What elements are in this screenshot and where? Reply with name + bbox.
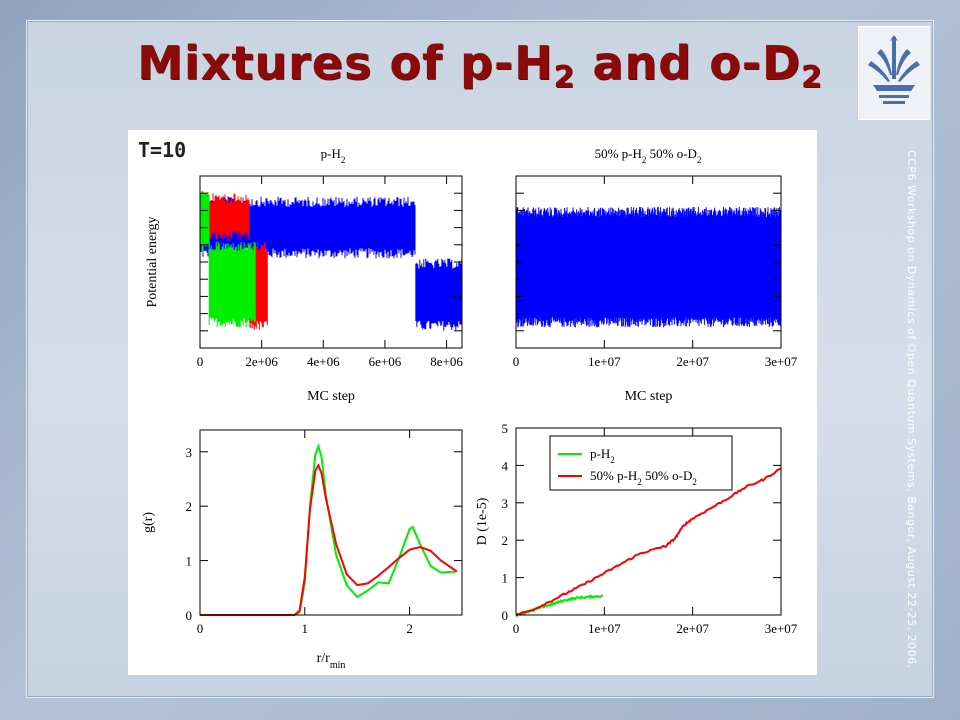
x-tick-label-diffusion: 3e+07 bbox=[765, 621, 798, 636]
x-tick-label-energy-ph2: 2e+06 bbox=[245, 354, 278, 369]
energy-trace-blue bbox=[415, 258, 463, 331]
x-tick-label-diffusion: 1e+07 bbox=[588, 621, 621, 636]
figure-charts: 0 2e+06 4e+06 6e+06 8e+06 MC step Potential en… bbox=[141, 146, 798, 671]
energy-trace-green bbox=[208, 241, 256, 328]
title-subscript-2: 2 bbox=[801, 60, 823, 95]
plot-frame-diffusion bbox=[515, 427, 782, 616]
x-tick-label-energy-ph2: 4e+06 bbox=[307, 354, 340, 369]
x-tick-label-diffusion: 0 bbox=[513, 621, 520, 636]
x-tick-label-gr: 1 bbox=[302, 621, 309, 636]
x-tick-label-energy-ph2: 6e+06 bbox=[369, 354, 402, 369]
y-axis-label-diffusion: D (1e-5) bbox=[475, 497, 490, 545]
legend-label-red-part: 50% p-H bbox=[590, 468, 637, 483]
chart-title-mixture-part: 2 bbox=[697, 155, 702, 165]
x-tick-label-diffusion: 2e+07 bbox=[676, 621, 709, 636]
y-tick-label-diffusion: 1 bbox=[502, 571, 509, 586]
legend-label-green-part: p-H bbox=[590, 446, 610, 461]
diffusion-legend bbox=[549, 435, 733, 491]
y-tick-label-gr: 0 bbox=[186, 608, 193, 623]
figure-panel: 0 2e+06 4e+06 6e+06 8e+06 MC step Potential en… bbox=[128, 130, 817, 675]
legend-label-red-part: 2 bbox=[692, 477, 697, 487]
gr-line-red bbox=[200, 463, 458, 616]
gr-line-green bbox=[200, 443, 457, 616]
x-tick-label-energy-ph2: 0 bbox=[197, 354, 204, 369]
x-tick-label-energy-mixture: 3e+07 bbox=[765, 354, 798, 369]
chart-title-mixture-part: 2 bbox=[642, 155, 647, 165]
plot-frame-gr bbox=[199, 429, 463, 616]
x-tick-label-gr: 2 bbox=[406, 621, 413, 636]
chart-title-mixture-part: 50% o-D bbox=[646, 146, 697, 161]
university-logo-mark bbox=[868, 35, 920, 104]
x-axis-label-gr-part: r/r bbox=[317, 651, 331, 666]
x-tick-label-energy-ph2: 8e+06 bbox=[430, 354, 463, 369]
y-tick-label-gr: 1 bbox=[186, 554, 193, 569]
x-axis-label-energy-mixture: MC step bbox=[625, 389, 673, 404]
legend-label-red: 50% p-H2 50% o-D2 bbox=[590, 468, 697, 487]
x-tick-label-energy-mixture: 2e+07 bbox=[676, 354, 709, 369]
university-logo bbox=[858, 26, 930, 120]
x-axis-label-energy-ph2: MC step bbox=[307, 389, 355, 404]
title-subscript-1: 2 bbox=[553, 60, 576, 95]
y-axis-label-energy: Potential energy bbox=[145, 216, 160, 307]
chart-title-ph2: p-H2 bbox=[321, 146, 346, 165]
x-axis-label-gr-part: min bbox=[330, 660, 346, 671]
x-axis-label-gr: r/rmin bbox=[317, 651, 346, 671]
legend-label-green: p-H2 bbox=[590, 446, 615, 465]
x-tick-label-energy-mixture: 0 bbox=[513, 354, 520, 369]
energy-trace-green bbox=[199, 190, 210, 253]
legend-label-red-part: 2 bbox=[637, 477, 642, 487]
workshop-caption: CCP6 Workshop on Dynamics of Open Quantu… bbox=[905, 150, 918, 669]
energy-trace-blue-mixture bbox=[515, 207, 782, 328]
chart-title-ph2-part: p-H bbox=[321, 146, 341, 161]
y-tick-label-gr: 3 bbox=[186, 445, 193, 460]
slide-title: Mixtures of p-H2 and o-D2 bbox=[60, 36, 900, 95]
temperature-label: T=10 bbox=[138, 138, 187, 162]
title-text-1: Mixtures of p-H bbox=[137, 36, 554, 90]
x-tick-label-gr: 0 bbox=[197, 621, 204, 636]
y-axis-label-gr: g(r) bbox=[141, 512, 156, 533]
y-tick-label-diffusion: 4 bbox=[502, 458, 509, 473]
diffusion-line-red bbox=[515, 467, 782, 617]
chart-title-ph2-part: 2 bbox=[341, 155, 346, 165]
y-tick-label-diffusion: 2 bbox=[502, 533, 509, 548]
y-tick-label-gr: 2 bbox=[186, 499, 193, 514]
legend-label-green-part: 2 bbox=[610, 455, 615, 465]
chart-title-mixture-part: 50% p-H bbox=[595, 146, 642, 161]
y-tick-label-diffusion: 3 bbox=[502, 496, 509, 511]
x-tick-label-energy-mixture: 1e+07 bbox=[588, 354, 621, 369]
title-text-2: and o-D bbox=[575, 36, 801, 90]
y-tick-label-diffusion: 5 bbox=[502, 421, 509, 436]
chart-title-mixture: 50% p-H2 50% o-D2 bbox=[595, 146, 702, 165]
y-tick-label-diffusion: 0 bbox=[502, 608, 509, 623]
legend-label-red-part: 50% o-D bbox=[642, 468, 693, 483]
diffusion-line-green bbox=[515, 594, 604, 617]
